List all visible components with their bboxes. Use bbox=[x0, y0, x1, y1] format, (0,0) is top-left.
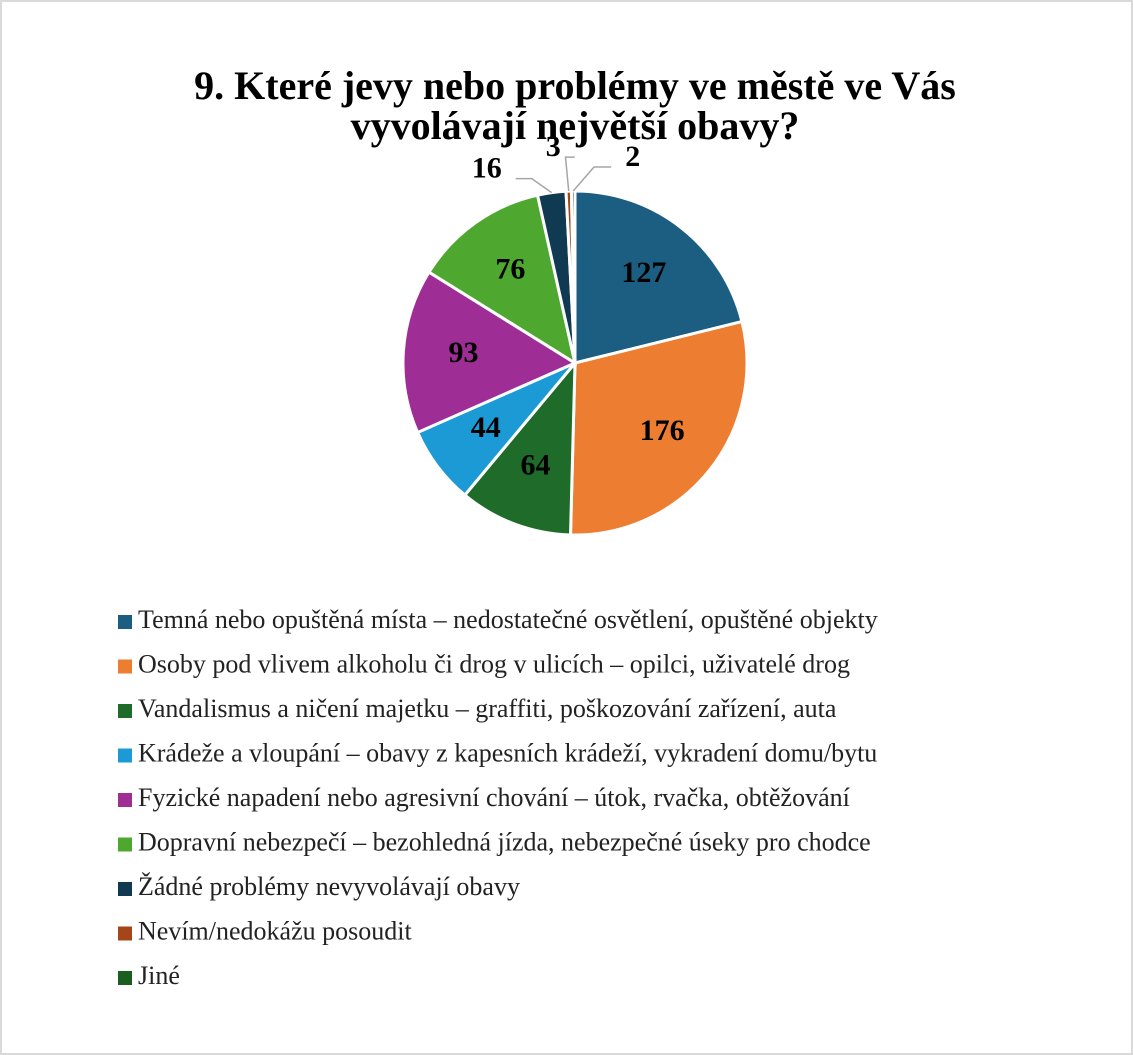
data-label: 2 bbox=[625, 140, 640, 173]
pie-slice bbox=[426, 193, 578, 367]
legend-label: Nevím/nedokážu posoudit bbox=[138, 916, 412, 945]
leader-line bbox=[515, 177, 553, 194]
data-label: 64 bbox=[521, 448, 551, 481]
pie-slice bbox=[401, 270, 579, 435]
data-label: 176 bbox=[640, 414, 685, 447]
data-label: 93 bbox=[448, 336, 478, 369]
chart-title: vyvolávají největší obavy? bbox=[351, 103, 800, 148]
leader-line bbox=[564, 156, 575, 192]
legend-swatch bbox=[118, 837, 132, 852]
legend-swatch bbox=[118, 748, 132, 763]
legend-swatch bbox=[118, 659, 132, 674]
legend-label: Fyzické napadení nebo agresivní chování … bbox=[138, 783, 850, 812]
legend-swatch bbox=[118, 882, 132, 896]
chart-title: 9. Které jevy nebo problémy ve městě ve … bbox=[194, 63, 956, 108]
pie-slice bbox=[568, 319, 749, 537]
pie-slice bbox=[573, 189, 744, 365]
legend-swatch bbox=[118, 793, 132, 807]
data-label: 127 bbox=[621, 256, 666, 289]
legend-label: Temná nebo opuštěná místa – nedostatečné… bbox=[138, 605, 878, 634]
legend-swatch bbox=[118, 615, 132, 629]
legend-label: Dopravní nebezpečí – bezohledná jízda, n… bbox=[138, 827, 871, 856]
legend-swatch bbox=[118, 971, 132, 985]
legend-label: Osoby pod vlivem alkoholu či drog v ulic… bbox=[138, 649, 850, 678]
pie-slice bbox=[569, 189, 577, 364]
pie-slice bbox=[462, 358, 577, 537]
legend-label: Krádeže a vloupání – obavy z kapesních k… bbox=[138, 738, 877, 767]
legend-label: Jiné bbox=[138, 961, 180, 990]
legend-label: Žádné problémy nevyvolávají obavy bbox=[138, 872, 520, 901]
data-label: 76 bbox=[495, 253, 525, 286]
data-label: 16 bbox=[472, 151, 502, 184]
data-label: 44 bbox=[471, 411, 501, 444]
legend-swatch bbox=[118, 926, 132, 941]
data-label: 3 bbox=[546, 130, 561, 163]
legend-label: Vandalismus a ničení majetku – graffiti,… bbox=[138, 694, 837, 723]
leader-line bbox=[572, 166, 612, 192]
legend-swatch bbox=[118, 704, 132, 718]
